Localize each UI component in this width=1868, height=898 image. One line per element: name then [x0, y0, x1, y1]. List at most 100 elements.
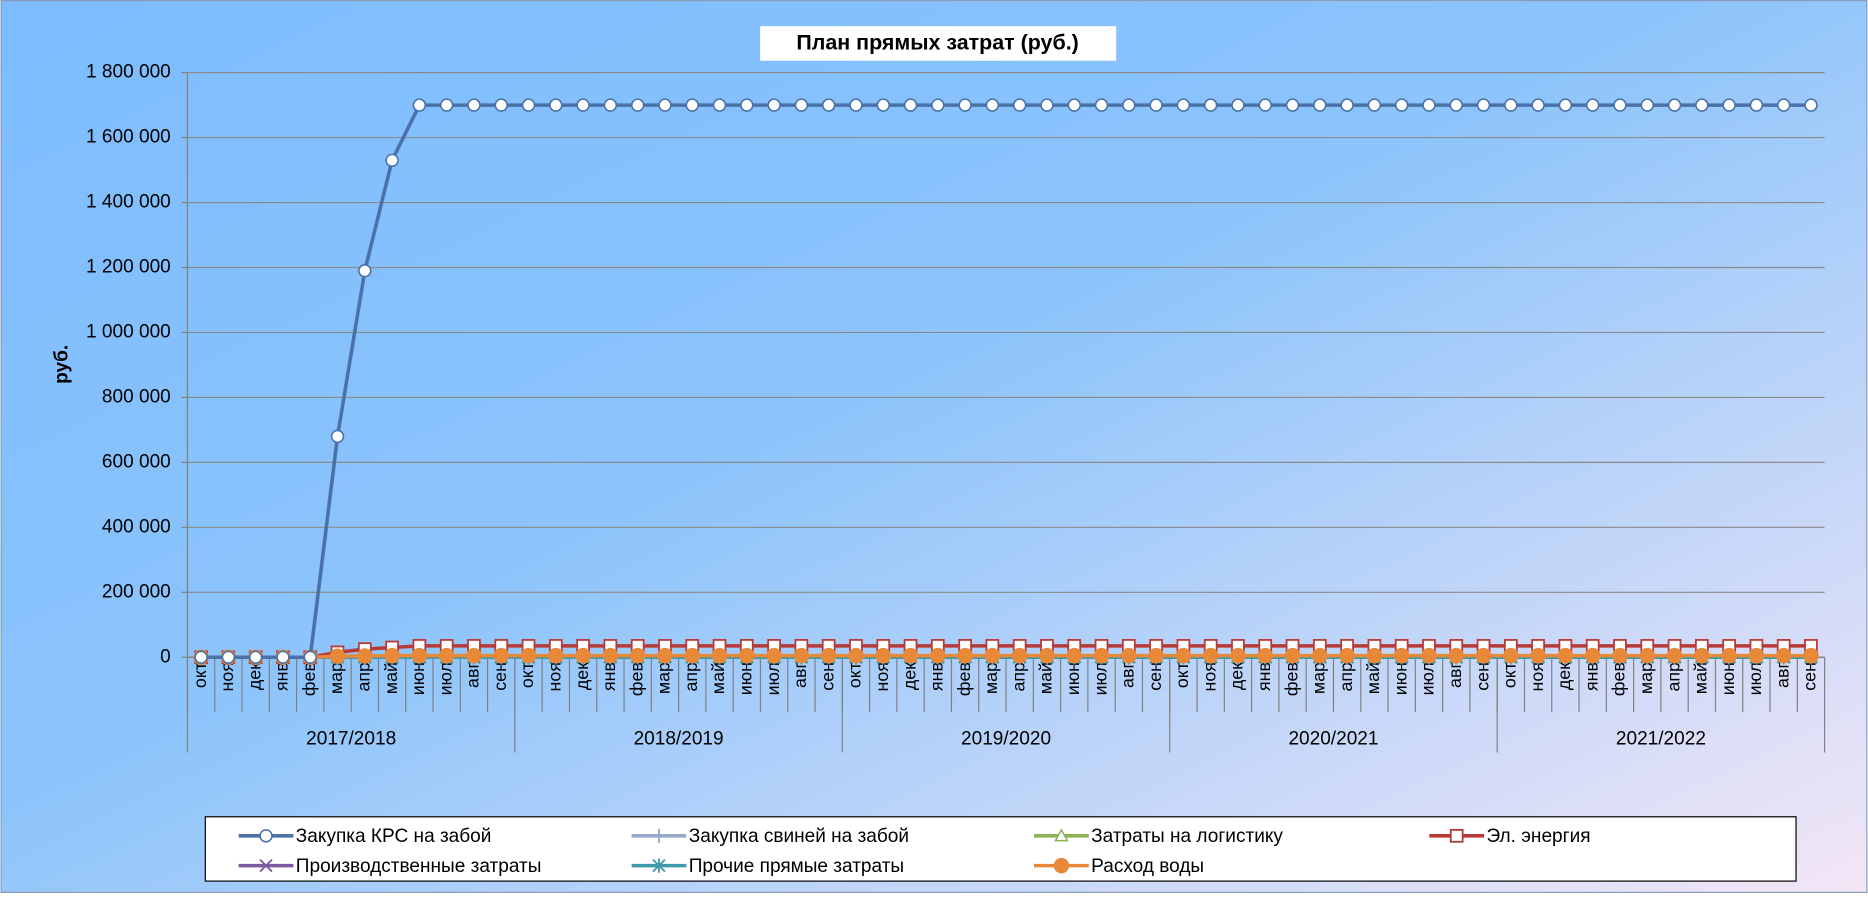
- data-point-part: [467, 98, 481, 112]
- data-point: [767, 98, 781, 112]
- x-tick-label: дек: [244, 662, 264, 690]
- data-point-part: [548, 647, 564, 664]
- data-point: [1748, 647, 1765, 664]
- data-point-part: [1531, 98, 1545, 112]
- data-point: [876, 98, 890, 112]
- data-point: [1694, 647, 1710, 664]
- data-point: [384, 647, 400, 664]
- data-point: [1258, 98, 1272, 112]
- legend-label: Прочие прямые затраты: [689, 856, 904, 877]
- legend-label: Затраты на логистику: [1091, 826, 1283, 847]
- y-tick-label: 1 200 000: [86, 257, 171, 278]
- y-tick-label: 1 600 000: [86, 127, 171, 148]
- x-tick-label: июн: [408, 662, 428, 695]
- data-point: [466, 647, 482, 664]
- data-point-part: [1093, 647, 1110, 664]
- data-point: [1094, 98, 1109, 112]
- data-point: [575, 647, 591, 664]
- data-point-part: [1475, 647, 1492, 664]
- data-point-part: [549, 98, 563, 112]
- data-point: [740, 98, 754, 112]
- x-tick-label: мар: [981, 662, 1001, 694]
- data-point: [794, 98, 809, 112]
- x-tick-label: апр: [681, 662, 701, 692]
- data-point-part: [602, 647, 619, 664]
- legend-marker-part: [1053, 857, 1070, 874]
- data-point-part: [330, 429, 345, 444]
- data-point-part: [576, 98, 590, 112]
- data-point: [1803, 647, 1819, 664]
- data-point-part: [1666, 647, 1683, 664]
- data-point-part: [1258, 98, 1272, 112]
- data-point: [1231, 98, 1245, 112]
- data-point: [931, 98, 945, 112]
- y-tick-label: 0: [160, 646, 171, 667]
- data-point-part: [629, 647, 646, 664]
- legend-marker-part: [1449, 829, 1464, 843]
- data-point: [1639, 647, 1655, 664]
- data-point: [1367, 98, 1382, 112]
- data-point-part: [1340, 98, 1354, 112]
- data-point-part: [1695, 98, 1709, 112]
- data-point: [412, 98, 427, 112]
- data-point-part: [1148, 647, 1164, 664]
- data-point: [1666, 647, 1683, 664]
- data-point: [1011, 647, 1028, 664]
- x-tick-label: мар: [654, 662, 674, 694]
- y-tick-label: 200 000: [102, 581, 171, 602]
- data-point-part: [412, 98, 427, 112]
- data-point: [1775, 647, 1792, 664]
- data-point-part: [1504, 98, 1518, 112]
- data-point: [521, 98, 536, 112]
- x-tick-label: июн: [1063, 662, 1083, 695]
- data-point: [1695, 98, 1709, 112]
- x-tick-label: авг: [1772, 662, 1792, 688]
- data-point-part: [1449, 98, 1463, 112]
- data-point-part: [411, 647, 428, 664]
- x-tick-label: июл: [1090, 662, 1110, 695]
- data-point: [548, 647, 564, 664]
- data-point-part: [630, 98, 645, 112]
- data-point: [1422, 98, 1436, 112]
- legend-marker: [259, 829, 273, 843]
- data-point-part: [1804, 98, 1818, 112]
- x-tick-label: июл: [1745, 662, 1765, 695]
- data-point: [1667, 98, 1682, 112]
- data-point-part: [1094, 98, 1109, 112]
- x-tick-label: фев: [1609, 662, 1629, 696]
- x-tick-label: авг: [1445, 662, 1465, 688]
- data-point: [1421, 647, 1437, 664]
- data-point-part: [766, 647, 782, 664]
- data-point-part: [1285, 98, 1300, 112]
- legend-marker-part: [1054, 828, 1069, 842]
- data-point-part: [384, 647, 400, 664]
- data-point: [848, 647, 864, 664]
- data-point: [1313, 98, 1327, 112]
- data-point-part: [984, 647, 1001, 664]
- data-point: [1503, 647, 1519, 664]
- data-point-part: [739, 647, 755, 664]
- data-point: [1202, 647, 1219, 664]
- data-point-part: [303, 650, 317, 664]
- legend-marker: [259, 859, 273, 873]
- data-point: [1340, 98, 1354, 112]
- x-tick-label: окт: [1172, 662, 1192, 688]
- data-point-part: [1121, 647, 1137, 664]
- data-point: [1039, 647, 1055, 664]
- y-tick-label: 1 400 000: [86, 192, 171, 213]
- data-point-part: [1313, 98, 1327, 112]
- data-point: [1121, 647, 1137, 664]
- legend-marker-part: [259, 829, 273, 843]
- data-point: [1285, 98, 1300, 112]
- data-point: [657, 647, 673, 664]
- data-point-part: [1612, 647, 1628, 664]
- x-tick-label: апр: [1663, 662, 1683, 692]
- data-point-part: [1721, 647, 1737, 664]
- data-point: [221, 650, 236, 664]
- group-label: 2020/2021: [1288, 728, 1378, 749]
- data-point-part: [438, 647, 455, 664]
- data-point-part: [820, 647, 837, 664]
- data-point-part: [767, 98, 781, 112]
- data-point-part: [794, 98, 809, 112]
